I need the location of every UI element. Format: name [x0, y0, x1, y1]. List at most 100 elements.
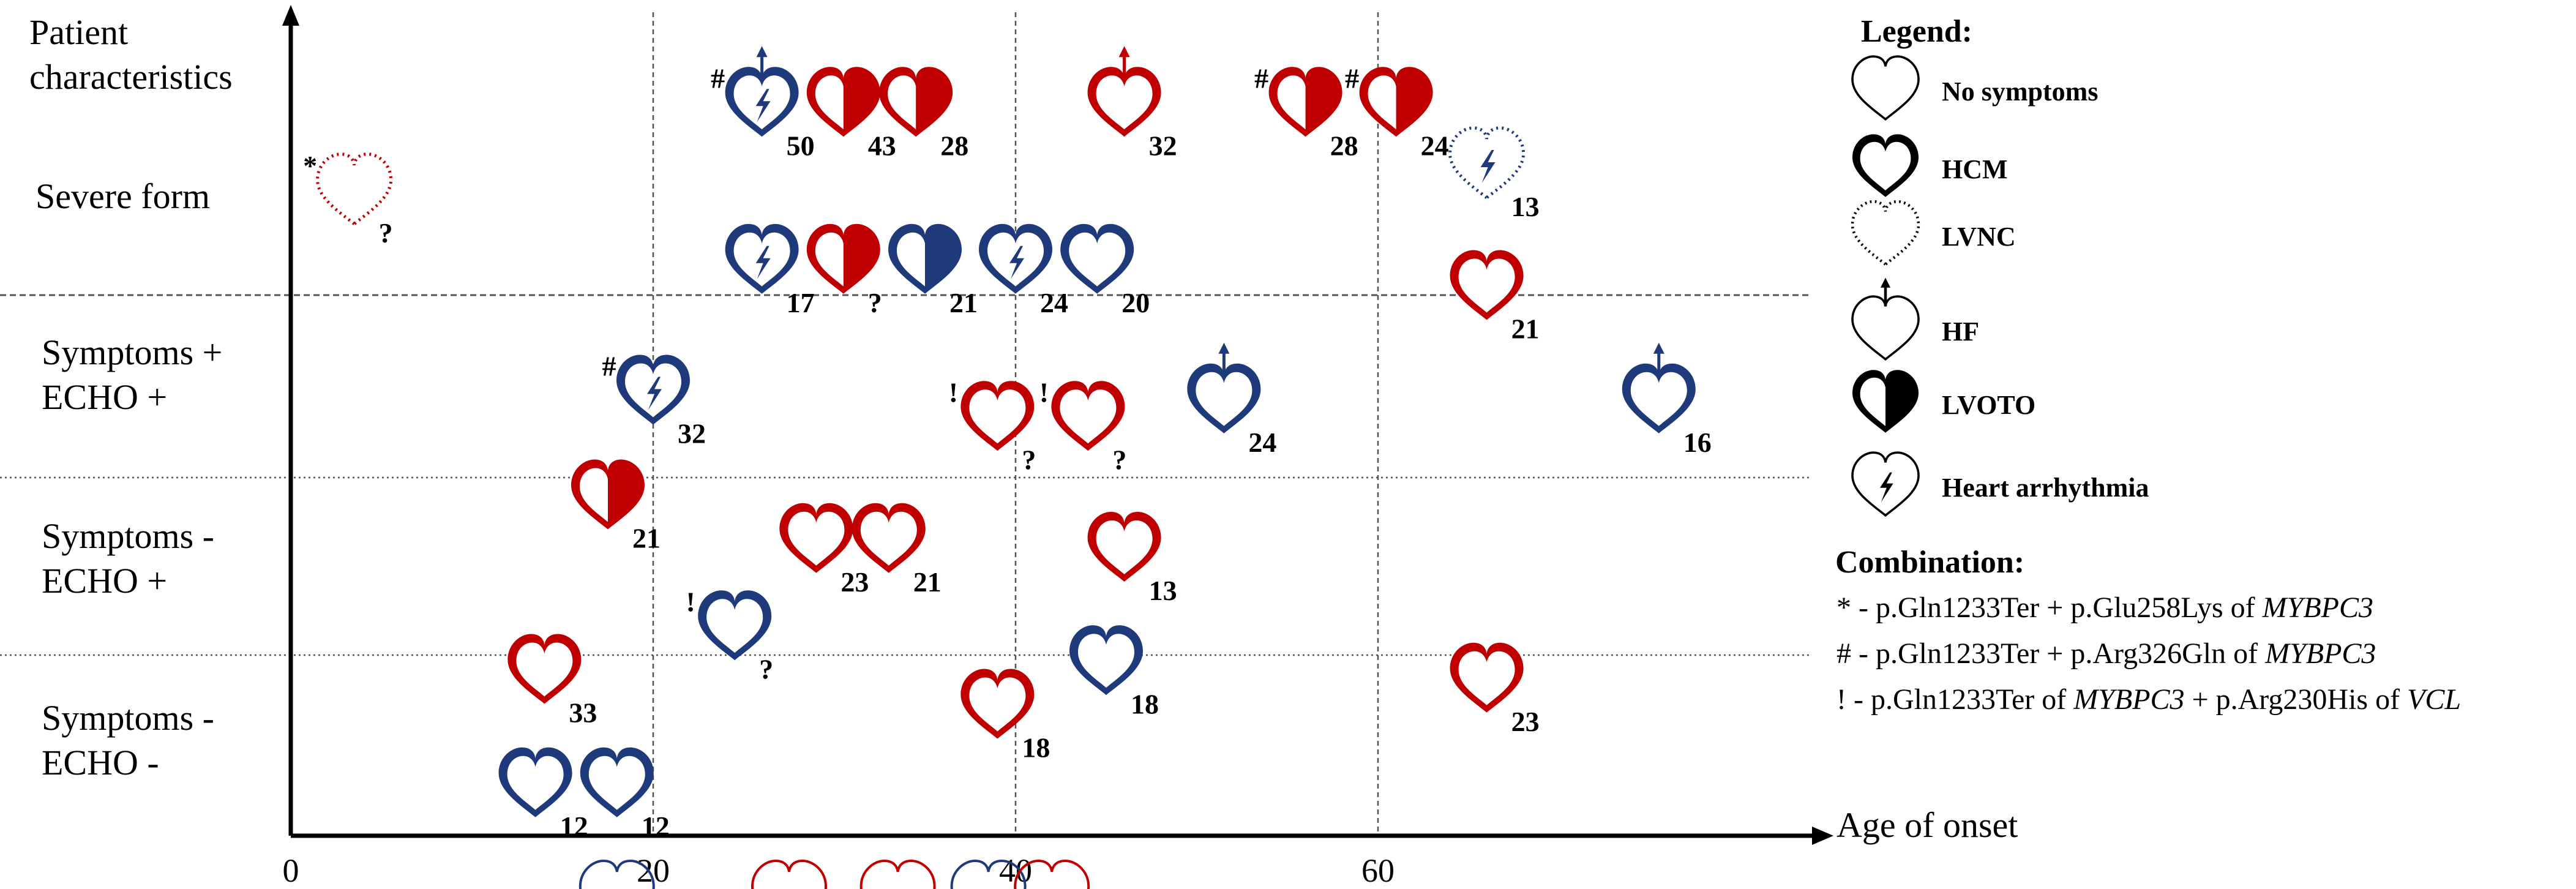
combination-symbol: *: [1837, 591, 1851, 624]
heart-inner: [1277, 75, 1306, 130]
heart-outline: [751, 859, 828, 889]
heart-marker: [725, 46, 799, 137]
point-label: 24: [1248, 427, 1276, 458]
legend-item-label: LVOTO: [1942, 390, 2035, 420]
point-label: 28: [940, 130, 968, 161]
heart-marker: [498, 747, 572, 817]
heart-outline: [1851, 55, 1920, 121]
variant-text: - p.Gln1233Ter of: [1846, 683, 2073, 716]
heart-marker: [698, 590, 772, 661]
heart-marker: [852, 503, 926, 573]
heart-outline: [1851, 451, 1920, 517]
heart-inner: [516, 642, 573, 697]
gene-name: MYBPC3: [2264, 637, 2376, 670]
legend-title: Legend:: [1861, 14, 1972, 49]
data-point: 17: [725, 223, 815, 318]
heart-marker: [580, 747, 654, 817]
legend-item: Heart arrhythmia: [1851, 451, 2149, 517]
variant-text: - p.Gln1233Ter + p.Arg326Gln of: [1851, 637, 2265, 670]
data-point: 43: [806, 67, 896, 161]
point-label: 32: [678, 418, 706, 449]
data-point: !?: [949, 377, 1036, 475]
heart-marker: [1268, 67, 1342, 137]
category-label: ECHO -: [42, 743, 159, 782]
data-point: 23: [779, 503, 869, 598]
point-label: 24: [1040, 287, 1068, 318]
hf-arrow-head: [1218, 342, 1230, 354]
combination-mark: #: [1345, 62, 1359, 94]
hf-arrow-head: [1118, 46, 1130, 58]
legend-item: No symptoms: [1851, 55, 2098, 121]
data-point: 33: [507, 634, 597, 729]
heart-marker: [1087, 512, 1161, 582]
point-label: 20: [1121, 287, 1150, 318]
data-point: [1014, 859, 1090, 889]
heart-marker: [1060, 223, 1134, 294]
gene-name: VCL: [2407, 683, 2461, 716]
gene-name: MYBPC3: [2073, 683, 2184, 716]
heart-marker: [1450, 250, 1524, 320]
combination-mark: #: [1254, 62, 1268, 94]
legend-item-label: LVNC: [1942, 222, 2016, 252]
heart-marker: [859, 859, 936, 889]
x-axis-title: Age of onset: [1837, 805, 2018, 845]
heart-marker: [1450, 642, 1524, 713]
arrhythmia-bolt: [1880, 472, 1893, 503]
data-point: 12: [580, 747, 670, 842]
heart-inner: [1096, 520, 1153, 574]
heart-inner: [815, 232, 844, 287]
combination-mark: !: [686, 586, 695, 617]
data-point: [578, 859, 655, 889]
data-point: 21: [571, 459, 661, 554]
point-label: 21: [949, 287, 978, 318]
category-label: ECHO +: [42, 561, 167, 601]
point-label: 18: [1131, 688, 1159, 719]
heart-inner: [1860, 141, 1911, 190]
y-axis-title-line: characteristics: [29, 57, 233, 97]
data-point: #32: [602, 351, 706, 449]
combination-legend: Combination: * - p.Gln1233Ter + p.Glu258L…: [1835, 545, 2461, 716]
data-point: 21: [852, 503, 942, 598]
legend-item: HF: [1851, 277, 1979, 361]
point-label: 16: [1683, 427, 1712, 458]
heart-outline: [578, 859, 655, 889]
combination-mark: #: [711, 62, 725, 94]
heart-marker: [725, 223, 799, 294]
data-point: 13: [1448, 126, 1540, 222]
heart-inner: [706, 599, 763, 653]
heart-marker: [879, 67, 953, 137]
point-label: ?: [759, 653, 773, 685]
point-label: 43: [868, 130, 896, 161]
legend-item: HCM: [1852, 134, 2008, 197]
point-label: 23: [841, 566, 869, 598]
point-label: 21: [632, 523, 661, 554]
category-label: Symptoms +: [42, 332, 222, 372]
data-point: #24: [1345, 62, 1449, 161]
heart-marker: [507, 634, 582, 704]
combination-mark: #: [602, 351, 616, 382]
data-point: ?: [806, 223, 882, 318]
x-tick-label: 60: [1361, 852, 1395, 889]
data-point: *?: [303, 150, 392, 249]
hf-arrow-head: [1880, 277, 1891, 288]
data-point: !?: [1039, 377, 1127, 475]
heart-marker: [1852, 370, 1919, 433]
heart-marker: [616, 354, 690, 425]
heart-inner: [897, 232, 925, 287]
combination-item: # - p.Gln1233Ter + p.Arg326Gln of MYBPC3: [1837, 637, 2376, 670]
heart-inner: [888, 75, 916, 130]
combination-title: Combination:: [1835, 545, 2024, 580]
heart-outline: [950, 859, 1027, 889]
point-label: 17: [787, 287, 815, 318]
heart-marker: [979, 223, 1052, 294]
point-label: 13: [1149, 575, 1177, 606]
heart-marker: [806, 67, 880, 137]
point-label: 21: [1511, 313, 1540, 345]
data-point: [950, 859, 1027, 889]
combination-mark: !: [949, 377, 958, 408]
heart-inner: [1630, 372, 1687, 426]
point-label: 24: [1421, 130, 1449, 161]
heart-marker: [1187, 342, 1261, 433]
heart-inner: [969, 389, 1026, 444]
